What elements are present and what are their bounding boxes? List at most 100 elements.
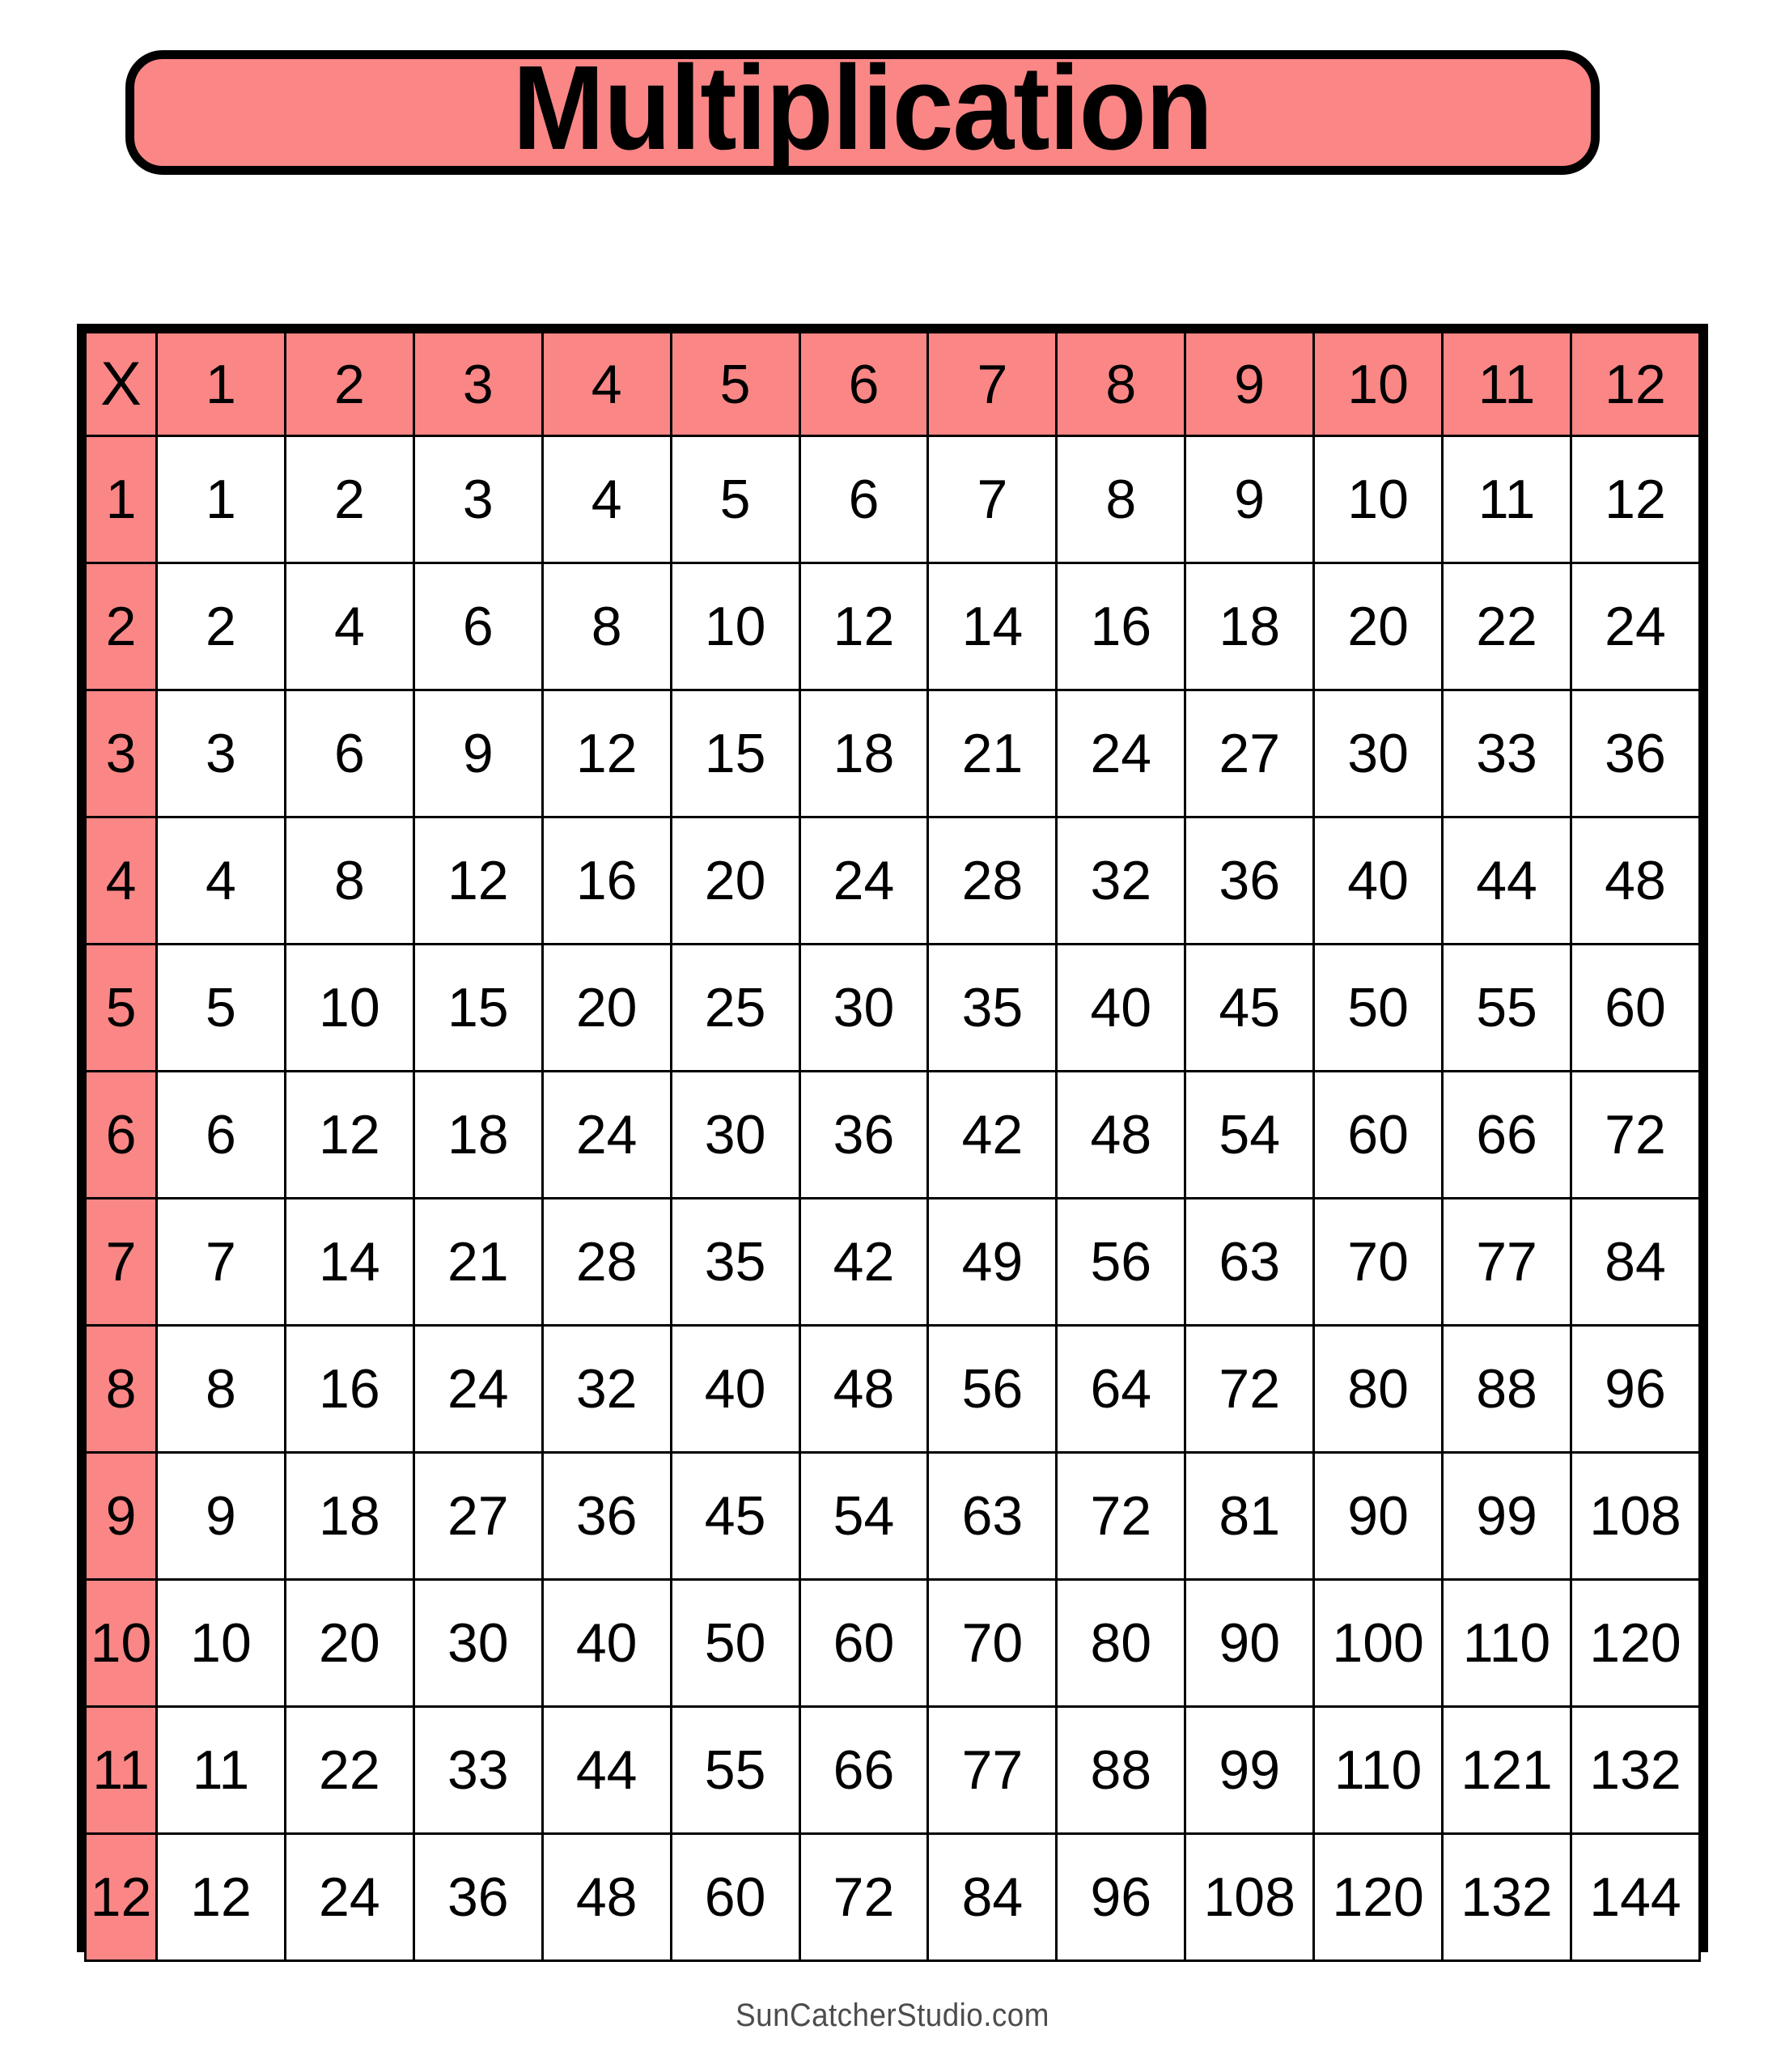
product-cell-7x2: 14 (283, 1197, 415, 1327)
product-cell-6x6: 36 (798, 1070, 930, 1199)
product-cell-4x11: 44 (1441, 816, 1572, 945)
product-cell-10x9: 90 (1184, 1578, 1316, 1708)
product-cell-11x9: 99 (1184, 1705, 1316, 1835)
row-header-7: 7 (84, 1197, 158, 1327)
table-body: 1 1 2 3 4 5 6 7 8 9 10 11 12 2 2 4 6 8 10 12 14 16 18 20 22 24 3 3 6… (84, 435, 1702, 1962)
product-cell-12x12: 144 (1569, 1832, 1702, 1962)
product-cell-6x11: 66 (1441, 1070, 1572, 1199)
product-cell-7x8: 56 (1055, 1197, 1187, 1327)
product-cell-3x6: 18 (798, 689, 930, 818)
page-title: Multiplication (512, 41, 1213, 175)
product-cell-10x12: 120 (1569, 1578, 1702, 1708)
column-header-12: 12 (1569, 331, 1702, 437)
product-cell-12x8: 96 (1055, 1832, 1187, 1962)
product-cell-5x1: 5 (155, 943, 286, 1072)
product-cell-5x9: 45 (1184, 943, 1316, 1072)
product-cell-2x12: 24 (1569, 562, 1702, 691)
product-cell-10x10: 100 (1312, 1578, 1444, 1708)
product-cell-5x10: 50 (1312, 943, 1444, 1072)
product-cell-8x4: 32 (541, 1324, 672, 1454)
column-header-3: 3 (412, 331, 544, 437)
product-cell-7x1: 7 (155, 1197, 286, 1327)
product-cell-11x12: 132 (1569, 1705, 1702, 1835)
product-cell-6x8: 48 (1055, 1070, 1187, 1199)
product-cell-1x4: 4 (541, 435, 672, 564)
product-cell-2x9: 18 (1184, 562, 1316, 691)
product-cell-11x11: 121 (1441, 1705, 1572, 1835)
table-row: 5 5 10 15 20 25 30 35 40 45 50 55 60 (84, 943, 1702, 1072)
product-cell-6x2: 12 (283, 1070, 415, 1199)
product-cell-3x12: 36 (1569, 689, 1702, 818)
product-cell-7x3: 21 (412, 1197, 544, 1327)
product-cell-12x3: 36 (412, 1832, 544, 1962)
row-header-2: 2 (84, 562, 158, 691)
product-cell-12x4: 48 (541, 1832, 672, 1962)
product-cell-9x12: 108 (1569, 1451, 1702, 1581)
product-cell-10x8: 80 (1055, 1578, 1187, 1708)
product-cell-10x4: 40 (541, 1578, 672, 1708)
product-cell-1x7: 7 (926, 435, 1058, 564)
product-cell-1x8: 8 (1055, 435, 1187, 564)
product-cell-9x3: 27 (412, 1451, 544, 1581)
product-cell-6x12: 72 (1569, 1070, 1702, 1199)
product-cell-3x3: 9 (412, 689, 544, 818)
table-row: 7 7 14 21 28 35 42 49 56 63 70 77 84 (84, 1197, 1702, 1327)
product-cell-10x7: 70 (926, 1578, 1058, 1708)
table-row: 12 12 24 36 48 60 72 84 96 108 120 132 144 (84, 1832, 1702, 1962)
product-cell-9x8: 72 (1055, 1451, 1187, 1581)
product-cell-9x1: 9 (155, 1451, 286, 1581)
product-cell-8x1: 8 (155, 1324, 286, 1454)
product-cell-1x3: 3 (412, 435, 544, 564)
product-cell-3x4: 12 (541, 689, 672, 818)
product-cell-3x8: 24 (1055, 689, 1187, 818)
product-cell-11x5: 55 (669, 1705, 801, 1835)
product-cell-11x4: 44 (541, 1705, 672, 1835)
product-cell-5x7: 35 (926, 943, 1058, 1072)
product-cell-3x2: 6 (283, 689, 415, 818)
row-header-8: 8 (84, 1324, 158, 1454)
product-cell-9x11: 99 (1441, 1451, 1572, 1581)
product-cell-6x9: 54 (1184, 1070, 1316, 1199)
table-row: 2 2 4 6 8 10 12 14 16 18 20 22 24 (84, 562, 1702, 691)
product-cell-12x6: 72 (798, 1832, 930, 1962)
product-cell-10x11: 110 (1441, 1578, 1572, 1708)
product-cell-8x3: 24 (412, 1324, 544, 1454)
row-header-9: 9 (84, 1451, 158, 1581)
product-cell-11x10: 110 (1312, 1705, 1444, 1835)
product-cell-5x3: 15 (412, 943, 544, 1072)
table-corner-cell: X (84, 331, 158, 437)
table-row: 8 8 16 24 32 40 48 56 64 72 80 88 96 (84, 1324, 1702, 1454)
product-cell-3x7: 21 (926, 689, 1058, 818)
product-cell-1x6: 6 (798, 435, 930, 564)
column-header-7: 7 (926, 331, 1058, 437)
product-cell-9x6: 54 (798, 1451, 930, 1581)
table-header: X 1 2 3 4 5 6 7 8 9 10 11 12 (84, 331, 1702, 437)
product-cell-4x2: 8 (283, 816, 415, 945)
product-cell-11x1: 11 (155, 1705, 286, 1835)
product-cell-6x10: 60 (1312, 1070, 1444, 1199)
product-cell-12x9: 108 (1184, 1832, 1316, 1962)
product-cell-2x2: 4 (283, 562, 415, 691)
product-cell-8x12: 96 (1569, 1324, 1702, 1454)
product-cell-2x6: 12 (798, 562, 930, 691)
table-header-row: X 1 2 3 4 5 6 7 8 9 10 11 12 (84, 331, 1702, 437)
product-cell-4x8: 32 (1055, 816, 1187, 945)
column-header-1: 1 (155, 331, 286, 437)
product-cell-8x10: 80 (1312, 1324, 1444, 1454)
footer-credit: SunCatcherStudio.com (736, 1998, 1049, 2033)
product-cell-11x8: 88 (1055, 1705, 1187, 1835)
column-header-10: 10 (1312, 331, 1444, 437)
product-cell-5x12: 60 (1569, 943, 1702, 1072)
row-header-6: 6 (84, 1070, 158, 1199)
product-cell-6x1: 6 (155, 1070, 286, 1199)
product-cell-9x10: 90 (1312, 1451, 1444, 1581)
product-cell-12x11: 132 (1441, 1832, 1572, 1962)
row-header-3: 3 (84, 689, 158, 818)
product-cell-9x9: 81 (1184, 1451, 1316, 1581)
column-header-8: 8 (1055, 331, 1187, 437)
product-cell-5x5: 25 (669, 943, 801, 1072)
table-row: 4 4 8 12 16 20 24 28 32 36 40 44 48 (84, 816, 1702, 945)
row-header-11: 11 (84, 1705, 158, 1835)
product-cell-6x7: 42 (926, 1070, 1058, 1199)
column-header-5: 5 (669, 331, 801, 437)
